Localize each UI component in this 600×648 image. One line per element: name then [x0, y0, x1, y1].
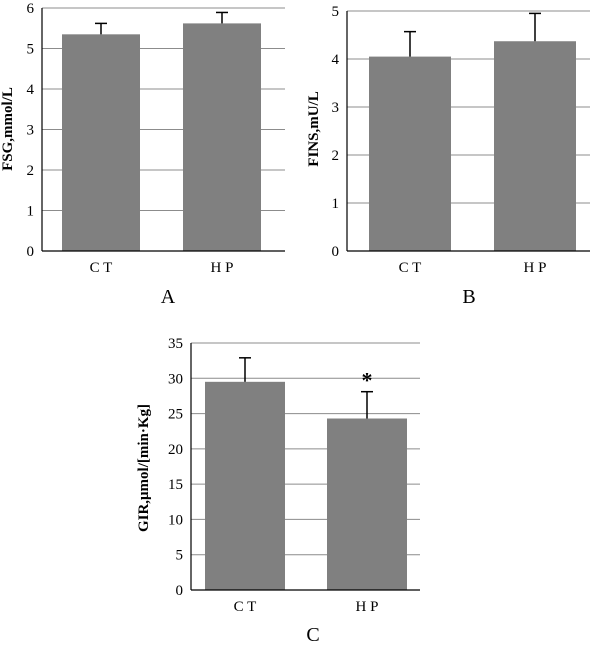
y-tick-label: 35 — [168, 336, 183, 352]
y-tick-label: 4 — [27, 82, 35, 98]
x-tick-label: C T — [399, 260, 422, 276]
bar-0 — [205, 381, 285, 590]
x-tick-label: H P — [524, 260, 547, 276]
y-tick-label: 1 — [27, 204, 35, 220]
y-tick-label: 10 — [168, 512, 183, 528]
y-axis-label: FSG,mmol/L — [0, 87, 16, 171]
y-tick-label: 0 — [332, 244, 340, 260]
y-tick-label: 20 — [168, 442, 183, 458]
y-tick-label: 0 — [27, 244, 35, 260]
y-tick-label: 6 — [27, 1, 35, 17]
x-tick-label: H P — [356, 599, 379, 615]
bar-1 — [327, 418, 407, 590]
y-tick-label: 30 — [168, 371, 183, 387]
y-tick-label: 3 — [27, 123, 35, 139]
bar-0 — [62, 34, 140, 252]
y-axis-label: GIR,μmol/[min·Kg] — [136, 404, 152, 532]
panel-label: B — [462, 286, 475, 308]
y-tick-label: 2 — [332, 148, 340, 164]
y-tick-label: 4 — [332, 52, 340, 68]
y-tick-label: 5 — [27, 42, 35, 58]
y-tick-label: 1 — [332, 196, 340, 212]
y-axis-label: FINS,mU/L — [306, 91, 322, 166]
chart-panel-b: 0 1 2 3 4 5 C T H P FINS,mU/L B — [306, 4, 590, 308]
panel-label: A — [161, 286, 176, 308]
bar-1 — [183, 23, 261, 251]
y-tick-label: 0 — [176, 583, 184, 599]
y-tick-label: 3 — [332, 100, 340, 116]
chart-panel-c: 0 5 10 15 20 25 30 35 C T H P * GIR,μmol/[min·Kg] C — [136, 336, 420, 646]
y-tick-label: 2 — [27, 163, 35, 179]
y-tick-label: 15 — [168, 477, 183, 493]
y-tick-label: 25 — [168, 407, 183, 423]
panel-label: C — [306, 624, 319, 646]
significance-marker: * — [362, 368, 373, 393]
bar-1 — [494, 41, 576, 251]
chart-panel-a: 0 1 2 3 4 5 6 C T H P FSG,mmol/L A — [0, 1, 285, 308]
x-tick-label: H P — [211, 260, 234, 276]
y-tick-label: 5 — [176, 548, 184, 564]
bar-0 — [369, 56, 451, 251]
x-tick-label: C T — [234, 599, 257, 615]
y-tick-label: 5 — [332, 4, 340, 20]
x-tick-label: C T — [90, 260, 113, 276]
